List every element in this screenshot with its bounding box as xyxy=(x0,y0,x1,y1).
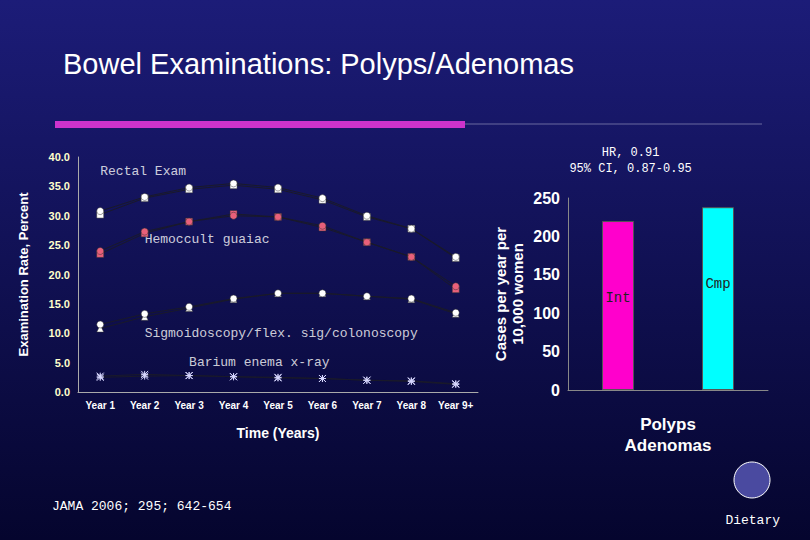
svg-text:15.0: 15.0 xyxy=(49,298,70,310)
svg-text:40.0: 40.0 xyxy=(49,151,70,163)
svg-text:10,000 women: 10,000 women xyxy=(509,243,526,345)
svg-text:30.0: 30.0 xyxy=(49,210,70,222)
svg-text:Rectal Exam: Rectal Exam xyxy=(100,164,186,179)
svg-text:0: 0 xyxy=(551,382,560,399)
svg-text:20.0: 20.0 xyxy=(49,269,70,281)
svg-text:Year 2: Year 2 xyxy=(130,400,160,411)
svg-text:Year 8: Year 8 xyxy=(397,400,427,411)
svg-text:95% CI, 0.87-0.95: 95% CI, 0.87-0.95 xyxy=(569,162,691,176)
svg-text:Year 7: Year 7 xyxy=(352,400,382,411)
svg-text:150: 150 xyxy=(533,266,560,283)
svg-text:50: 50 xyxy=(542,343,560,360)
svg-text:Dietary: Dietary xyxy=(725,513,780,528)
svg-text:250: 250 xyxy=(533,190,560,207)
svg-text:Barium enema x-ray: Barium enema x-ray xyxy=(189,355,330,370)
svg-text:Year 5: Year 5 xyxy=(263,400,293,411)
svg-text:200: 200 xyxy=(533,228,560,245)
svg-text:Cmp: Cmp xyxy=(705,276,730,292)
svg-text:100: 100 xyxy=(533,305,560,322)
svg-text:Sigmoidoscopy/flex. sig/colono: Sigmoidoscopy/flex. sig/colonoscopy xyxy=(145,326,418,341)
svg-text:5.0: 5.0 xyxy=(55,357,70,369)
svg-text:Adenomas: Adenomas xyxy=(625,436,712,455)
svg-text:HR, 0.91: HR, 0.91 xyxy=(602,146,660,160)
svg-text:25.0: 25.0 xyxy=(49,239,70,251)
svg-text:Int: Int xyxy=(605,290,630,306)
svg-text:Year 1: Year 1 xyxy=(85,400,115,411)
svg-text:Year 4: Year 4 xyxy=(219,400,249,411)
svg-text:Bowel Examinations: Polyps/Ade: Bowel Examinations: Polyps/Adenomas xyxy=(63,48,574,80)
svg-text:Year 3: Year 3 xyxy=(174,400,204,411)
svg-text:10.0: 10.0 xyxy=(49,327,70,339)
svg-text:Hemoccult guaiac: Hemoccult guaiac xyxy=(145,232,270,247)
svg-text:Time (Years): Time (Years) xyxy=(236,425,319,441)
svg-text:Examination Rate, Percent: Examination Rate, Percent xyxy=(16,192,31,357)
svg-text:35.0: 35.0 xyxy=(49,180,70,192)
svg-text:Year 9+: Year 9+ xyxy=(438,400,473,411)
svg-text:JAMA 2006; 295; 642-654: JAMA 2006; 295; 642-654 xyxy=(52,499,232,514)
svg-text:0.0: 0.0 xyxy=(55,386,70,398)
svg-text:Year 6: Year 6 xyxy=(308,400,338,411)
svg-text:Cases per year per: Cases per year per xyxy=(492,227,509,361)
svg-text:Polyps: Polyps xyxy=(640,415,696,434)
